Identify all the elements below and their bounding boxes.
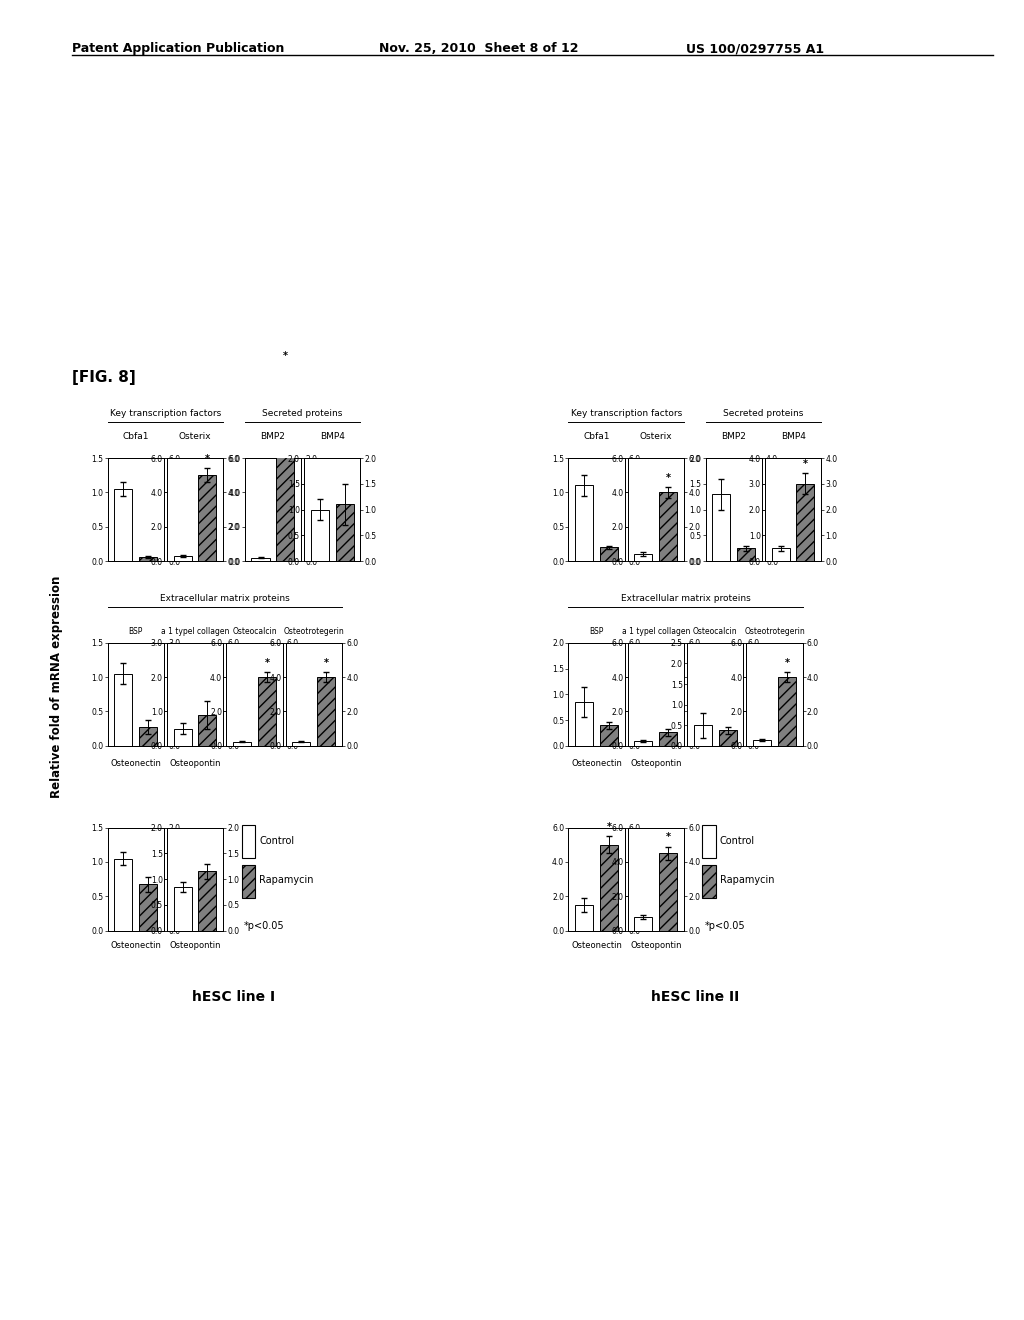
Text: BSP: BSP	[128, 627, 143, 636]
Bar	[575, 906, 593, 931]
Text: Osterix: Osterix	[179, 432, 211, 441]
Text: *: *	[205, 454, 210, 465]
Text: Relative fold of mRNA expression: Relative fold of mRNA expression	[50, 576, 62, 797]
Bar	[139, 884, 157, 931]
Text: Osteonectin: Osteonectin	[111, 941, 161, 950]
Text: hESC line II: hESC line II	[650, 990, 739, 1005]
Bar	[115, 488, 132, 561]
Bar	[659, 492, 677, 561]
Bar	[694, 725, 712, 746]
Text: Osteocalcin: Osteocalcin	[693, 627, 737, 636]
Text: *p<0.05: *p<0.05	[244, 921, 285, 932]
Bar	[311, 510, 329, 561]
Text: BMP4: BMP4	[780, 432, 806, 441]
Text: US 100/0297755 A1: US 100/0297755 A1	[686, 42, 824, 55]
Bar	[737, 548, 755, 561]
Bar	[317, 677, 335, 746]
Text: Osteocalcin: Osteocalcin	[232, 627, 276, 636]
Bar	[252, 557, 269, 561]
Text: Key transcription factors: Key transcription factors	[570, 409, 682, 418]
Text: *: *	[324, 657, 329, 668]
Text: BMP4: BMP4	[319, 432, 345, 441]
Text: Osteonectin: Osteonectin	[571, 759, 622, 768]
Bar	[336, 504, 353, 561]
Text: Control: Control	[259, 836, 294, 846]
Bar	[600, 548, 617, 561]
Text: Osteotrotegerin: Osteotrotegerin	[284, 627, 344, 636]
Bar	[659, 854, 677, 931]
Text: a 1 typel collagen: a 1 typel collagen	[161, 627, 229, 636]
Bar	[719, 730, 736, 746]
Bar	[293, 742, 310, 746]
Text: BMP2: BMP2	[260, 432, 286, 441]
Bar	[754, 739, 771, 746]
Text: Osteopontin: Osteopontin	[169, 941, 221, 950]
Text: Secreted proteins: Secreted proteins	[262, 409, 343, 418]
Bar	[174, 729, 191, 746]
Bar	[258, 677, 275, 746]
Bar	[199, 475, 216, 561]
Text: Osteopontin: Osteopontin	[169, 759, 221, 768]
Text: Cbfa1: Cbfa1	[584, 432, 609, 441]
Bar	[115, 673, 132, 746]
Text: Control: Control	[720, 836, 755, 846]
Text: Osteopontin: Osteopontin	[630, 941, 682, 950]
Text: *: *	[666, 833, 671, 842]
Text: *: *	[283, 351, 288, 362]
Bar	[635, 917, 652, 931]
Bar	[233, 742, 251, 746]
Bar	[115, 858, 132, 931]
Bar	[635, 554, 652, 561]
Text: Rapamycin: Rapamycin	[720, 875, 774, 886]
Bar	[600, 725, 617, 746]
Bar	[635, 741, 652, 746]
Text: Key transcription factors: Key transcription factors	[110, 409, 221, 418]
Text: Secreted proteins: Secreted proteins	[723, 409, 804, 418]
Text: *: *	[803, 459, 808, 470]
Text: a 1 typel collagen: a 1 typel collagen	[622, 627, 690, 636]
Text: Osteotrotegerin: Osteotrotegerin	[744, 627, 805, 636]
Bar	[797, 483, 814, 561]
Text: Extracellular matrix proteins: Extracellular matrix proteins	[621, 594, 751, 603]
Bar	[276, 380, 294, 561]
Text: Nov. 25, 2010  Sheet 8 of 12: Nov. 25, 2010 Sheet 8 of 12	[379, 42, 579, 55]
Text: *: *	[264, 657, 269, 668]
Bar	[199, 871, 216, 931]
Bar	[575, 702, 593, 746]
Bar	[199, 715, 216, 746]
Bar	[575, 486, 593, 561]
Bar	[713, 494, 730, 561]
Bar	[139, 727, 157, 746]
Text: Patent Application Publication: Patent Application Publication	[72, 42, 284, 55]
Text: Rapamycin: Rapamycin	[259, 875, 313, 886]
Text: Osteopontin: Osteopontin	[630, 759, 682, 768]
Bar	[659, 733, 677, 746]
Text: Osteonectin: Osteonectin	[571, 941, 622, 950]
Text: BMP2: BMP2	[721, 432, 746, 441]
Text: Osterix: Osterix	[640, 432, 672, 441]
Text: *: *	[784, 657, 790, 668]
Text: *: *	[606, 822, 611, 832]
Text: Cbfa1: Cbfa1	[123, 432, 148, 441]
Bar	[139, 557, 157, 561]
Bar	[772, 548, 790, 561]
Text: BSP: BSP	[589, 627, 604, 636]
Text: [FIG. 8]: [FIG. 8]	[72, 370, 135, 384]
Text: Extracellular matrix proteins: Extracellular matrix proteins	[160, 594, 290, 603]
Text: *p<0.05: *p<0.05	[705, 921, 745, 932]
Bar	[174, 887, 191, 931]
Bar	[174, 556, 191, 561]
Text: *: *	[666, 473, 671, 483]
Text: Osteonectin: Osteonectin	[111, 759, 161, 768]
Text: hESC line I: hESC line I	[193, 990, 275, 1005]
Bar	[778, 677, 796, 746]
Bar	[600, 845, 617, 931]
